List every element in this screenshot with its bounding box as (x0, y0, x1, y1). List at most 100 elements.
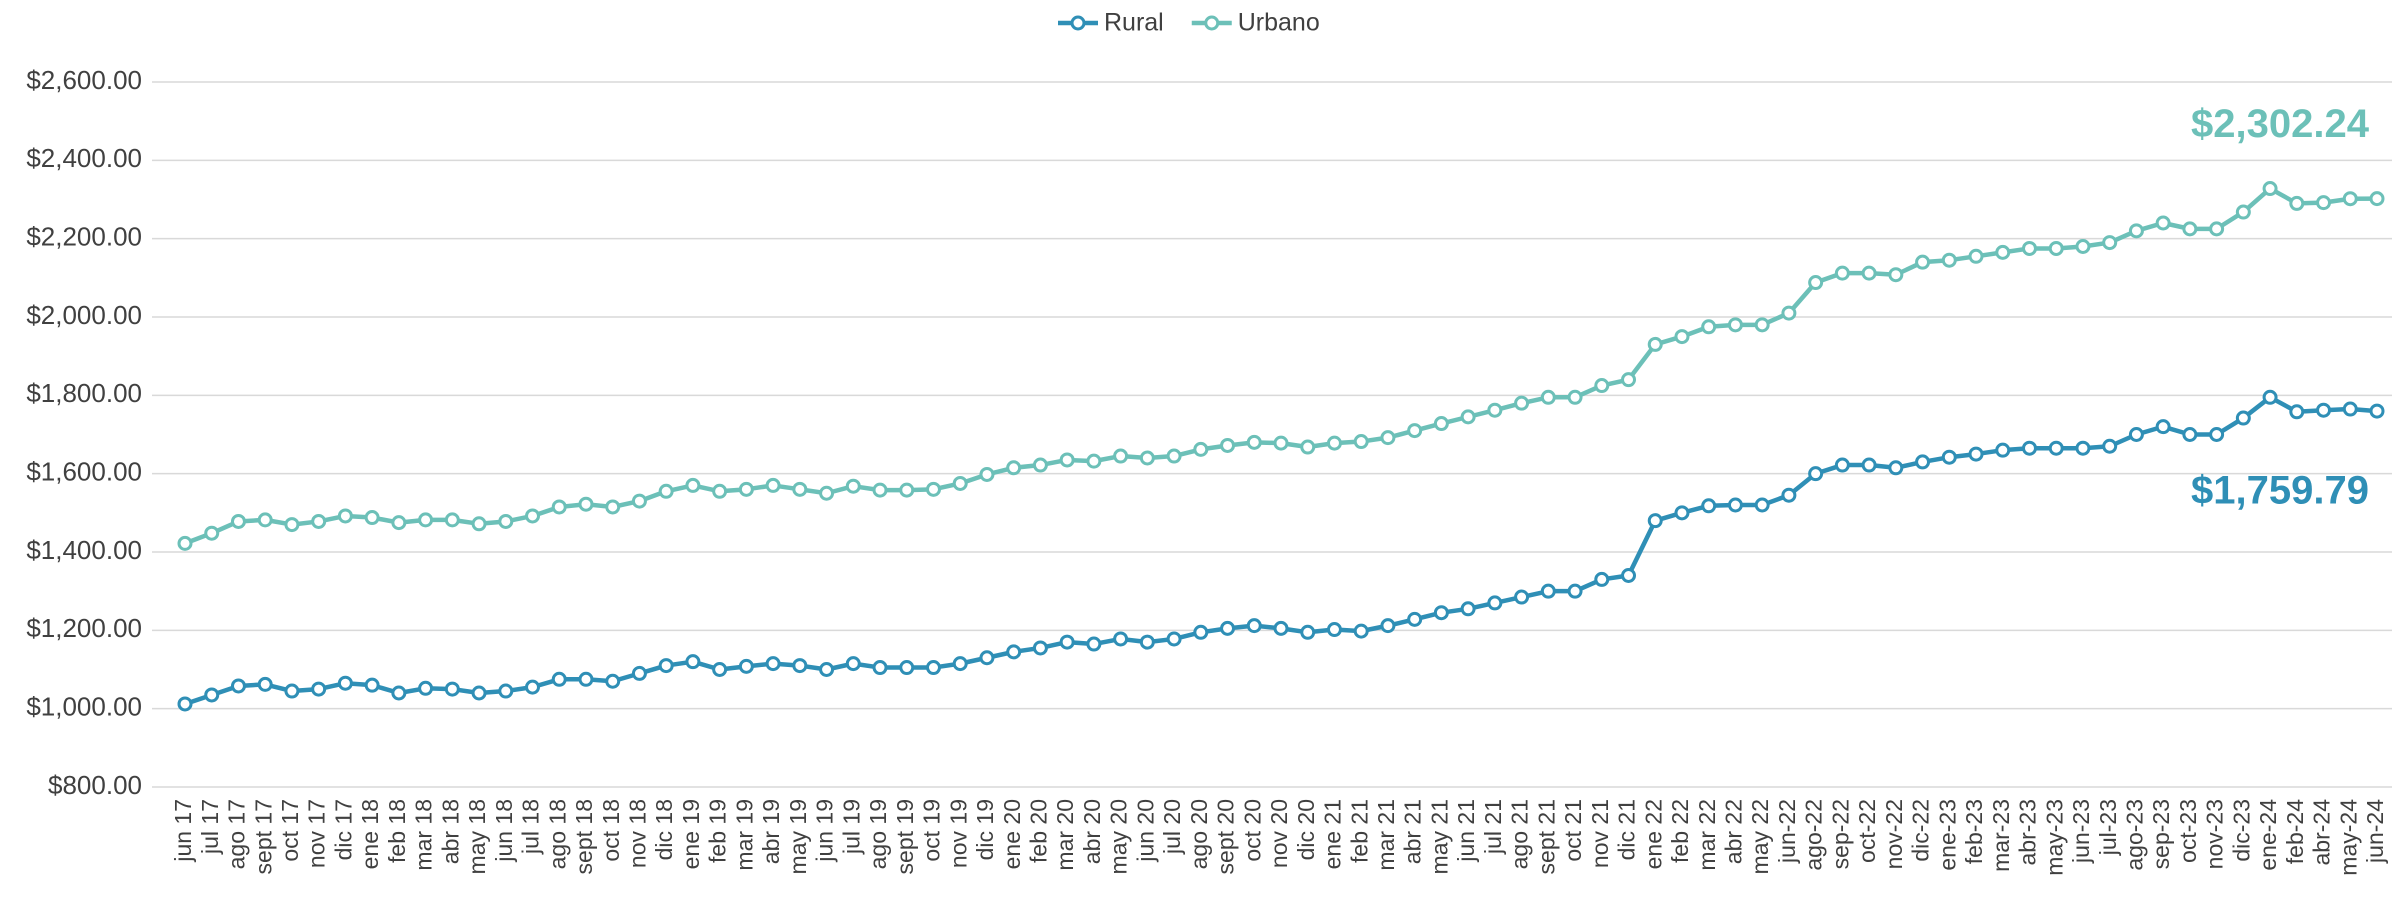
marker (1647, 513, 1663, 529)
marker (2342, 191, 2358, 207)
marker (551, 671, 567, 687)
marker (2048, 440, 2064, 456)
marker (685, 654, 701, 670)
x-tick-label: mar 19 (731, 799, 757, 871)
marker (2075, 440, 2091, 456)
marker (1086, 453, 1102, 469)
marker (391, 515, 407, 531)
x-tick-label: ene 20 (999, 799, 1025, 869)
marker (872, 482, 888, 498)
marker (712, 483, 728, 499)
marker (2021, 240, 2037, 256)
marker (925, 660, 941, 676)
x-tick-label: jul-23 (2095, 799, 2121, 856)
x-tick-label: may 19 (785, 799, 811, 874)
x-tick-label: abr 19 (758, 799, 784, 864)
marker (819, 662, 835, 677)
x-tick-label: jun 21 (1453, 799, 1479, 863)
x-tick-label: feb 19 (705, 799, 731, 863)
x-tick-label: abr 18 (437, 799, 463, 864)
marker (899, 482, 915, 498)
marker (631, 493, 647, 509)
marker (418, 680, 434, 696)
x-tick-label: sept 18 (571, 799, 597, 874)
x-tick-label: abr 22 (1721, 799, 1747, 864)
x-tick-label: jun 17 (170, 799, 196, 863)
marker (979, 466, 995, 482)
marker (792, 481, 808, 497)
marker (1674, 329, 1690, 345)
marker (1808, 275, 1824, 291)
marker (498, 683, 514, 699)
marker (1621, 568, 1637, 583)
marker (2102, 438, 2118, 454)
marker (1781, 487, 1797, 503)
x-tick-label: dic-22 (1908, 799, 1934, 862)
x-tick-label: sept 21 (1533, 799, 1559, 874)
marker (658, 658, 674, 674)
marker (391, 685, 407, 701)
marker (845, 656, 861, 672)
x-tick-label: jul 20 (1159, 799, 1185, 855)
x-tick-label: sep-22 (1827, 799, 1853, 869)
y-tick-label: $2,200.00 (26, 222, 142, 252)
x-tick-label: sept 19 (892, 799, 918, 874)
x-tick-label: may 20 (1106, 799, 1132, 874)
marker (177, 535, 193, 551)
marker (2102, 235, 2118, 251)
marker (1353, 623, 1369, 639)
x-tick-label: feb 20 (1025, 799, 1051, 863)
x-tick-label: ago 19 (865, 799, 891, 869)
x-tick-label: nov 18 (625, 799, 651, 868)
x-tick-label: may 21 (1426, 799, 1452, 874)
marker (471, 516, 487, 532)
marker (1059, 452, 1075, 468)
x-tick-label: oct 17 (277, 799, 303, 862)
x-tick-label: may-24 (2335, 799, 2361, 876)
marker (712, 662, 728, 677)
x-tick-label: dic 20 (1293, 799, 1319, 860)
marker (605, 499, 621, 515)
marker (1300, 624, 1316, 640)
marker (1166, 448, 1182, 464)
x-tick-label: ago 17 (224, 799, 250, 869)
legend: Rural Urbano (1058, 9, 1320, 37)
marker (1246, 618, 1262, 634)
marker (1139, 450, 1155, 466)
x-tick-label: nov 17 (304, 799, 330, 868)
y-tick-label: $1,400.00 (26, 535, 142, 565)
marker (1808, 466, 1824, 482)
marker (1407, 611, 1423, 627)
x-tick-label: nov-22 (1881, 799, 1907, 869)
y-tick-label: $1,200.00 (26, 613, 142, 643)
marker (444, 512, 460, 528)
marker (1433, 416, 1449, 432)
marker (1273, 435, 1289, 451)
marker (2316, 402, 2332, 418)
marker (1647, 336, 1663, 352)
x-tick-label: may-23 (2041, 799, 2067, 876)
marker (364, 510, 380, 526)
x-tick-label: ago-23 (2121, 799, 2147, 871)
marker (525, 679, 541, 695)
marker (525, 508, 541, 524)
y-tick-label: $1,600.00 (26, 457, 142, 487)
x-tick-label: oct-22 (1854, 799, 1880, 863)
marker (2209, 427, 2225, 442)
x-tick-label: ene 21 (1320, 799, 1346, 869)
marker (1086, 636, 1102, 652)
marker (952, 656, 968, 672)
marker (1968, 446, 1984, 462)
x-tick-label: may 22 (1747, 799, 1773, 874)
marker (1220, 620, 1236, 636)
marker (2369, 403, 2385, 419)
marker (2262, 181, 2278, 197)
x-tick-label: mar 18 (411, 799, 437, 871)
x-tick-label: ago 20 (1186, 799, 1212, 869)
x-tick-label: feb-24 (2282, 799, 2308, 864)
marker (2235, 410, 2251, 426)
marker (1433, 605, 1449, 621)
marker (1032, 640, 1048, 656)
y-tick-label: $2,400.00 (26, 143, 142, 173)
